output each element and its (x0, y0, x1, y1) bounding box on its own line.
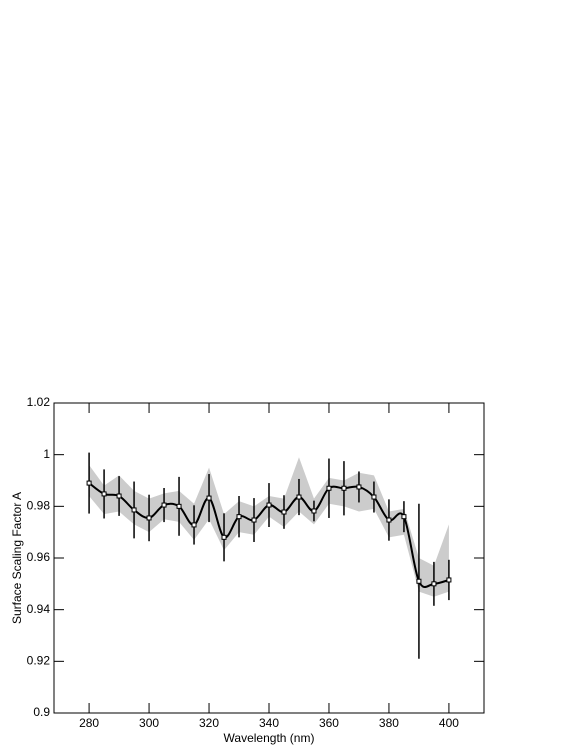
data-point (131, 507, 137, 513)
data-point (371, 494, 377, 500)
data-point (191, 522, 197, 528)
data-point (281, 509, 287, 515)
data-point (296, 494, 302, 500)
data-point (161, 502, 167, 508)
data-point (266, 502, 272, 508)
x-tick-label: 360 (319, 716, 339, 730)
data-point (311, 508, 317, 514)
y-tick-label: 0.94 (27, 602, 51, 616)
x-tick-label: 280 (79, 716, 99, 730)
data-point (251, 517, 257, 523)
x-tick-label: 400 (439, 716, 459, 730)
data-point (86, 480, 92, 486)
data-point (176, 503, 182, 509)
y-tick-label: 1 (43, 447, 50, 461)
y-axis-label: Surface Scaling Factor A (10, 492, 24, 624)
data-point (206, 495, 212, 501)
data-point (446, 577, 452, 583)
x-axis-label: Wavelength (nm) (224, 731, 315, 745)
data-point (401, 514, 407, 520)
data-point (341, 485, 347, 491)
data-point (221, 534, 227, 540)
x-tick-label: 380 (379, 716, 399, 730)
data-point (146, 515, 152, 521)
x-tick-label: 340 (259, 716, 279, 730)
data-point (116, 493, 122, 499)
x-tick-label: 300 (139, 716, 159, 730)
data-point (416, 578, 422, 584)
y-tick-label: 0.96 (27, 550, 51, 564)
data-point (386, 517, 392, 523)
y-tick-label: 0.92 (27, 654, 51, 668)
data-point (101, 491, 107, 497)
data-point (236, 514, 242, 520)
y-tick-label: 0.9 (33, 705, 50, 719)
y-tick-label: 0.98 (27, 499, 51, 513)
y-tick-label: 1.02 (27, 395, 51, 409)
data-point (326, 485, 332, 491)
x-tick-label: 320 (199, 716, 219, 730)
data-point (356, 484, 362, 490)
data-point (431, 581, 437, 587)
